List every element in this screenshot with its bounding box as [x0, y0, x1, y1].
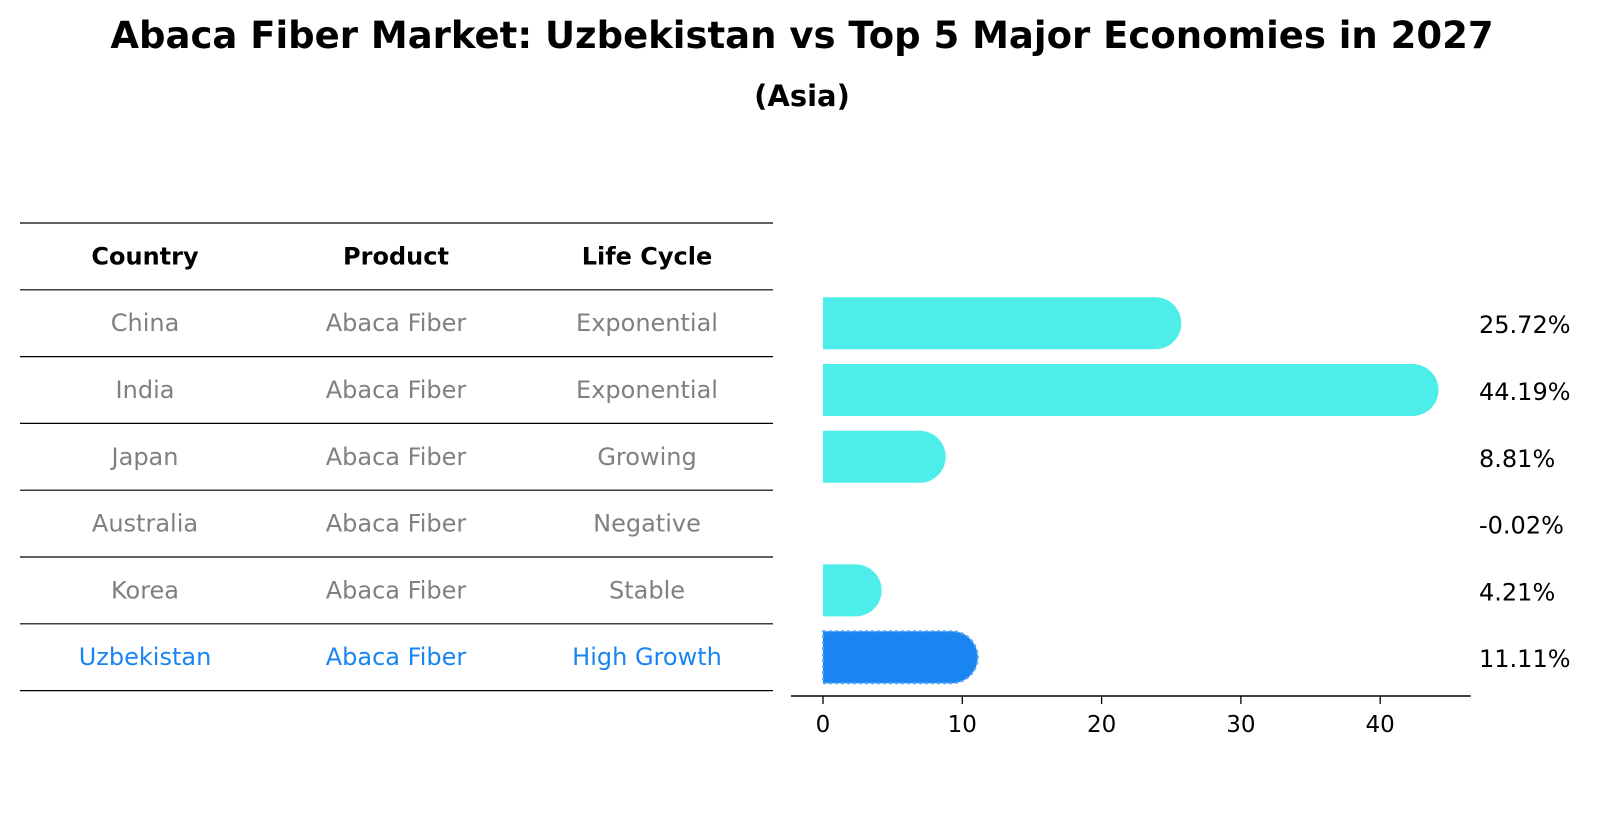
bar — [823, 564, 882, 617]
x-tick-label: 40 — [1366, 712, 1395, 738]
bar-value-label: -0.02% — [1479, 512, 1564, 540]
bar — [823, 297, 1182, 350]
country-header: Country — [91, 242, 199, 270]
country-cell: Japan — [110, 443, 179, 471]
bar-value-label: 11.11% — [1479, 645, 1571, 673]
product-cell: Abaca Fiber — [326, 443, 467, 471]
country-cell: China — [111, 309, 180, 337]
product-cell: Abaca Fiber — [326, 510, 467, 538]
chart-subtitle: (Asia) — [754, 79, 850, 113]
x-tick-label: 0 — [816, 712, 831, 738]
life-cycle-header: Life Cycle — [582, 242, 713, 270]
x-tick-label: 30 — [1226, 712, 1255, 738]
chart-title: Abaca Fiber Market: Uzbekistan vs Top 5 … — [110, 14, 1494, 57]
x-tick-label: 10 — [948, 712, 977, 738]
product-header: Product — [343, 242, 449, 270]
x-tick-label: 20 — [1087, 712, 1116, 738]
bar — [823, 430, 946, 483]
bar — [822, 630, 979, 685]
life-cycle-cell: High Growth — [572, 643, 722, 671]
product-cell: Abaca Fiber — [326, 376, 467, 404]
life-cycle-cell: Growing — [597, 443, 696, 471]
bar-value-label: 4.21% — [1479, 578, 1555, 606]
life-cycle-cell: Exponential — [576, 309, 718, 337]
product-cell: Abaca Fiber — [326, 643, 467, 671]
bar-value-label: 44.19% — [1479, 378, 1571, 406]
bar — [823, 364, 1439, 416]
country-cell: Uzbekistan — [79, 643, 212, 671]
bar-value-label: 8.81% — [1479, 445, 1555, 473]
country-cell: Australia — [92, 510, 198, 538]
product-cell: Abaca Fiber — [326, 309, 467, 337]
product-cell: Abaca Fiber — [326, 576, 467, 604]
country-cell: India — [116, 376, 175, 404]
life-cycle-cell: Stable — [609, 576, 685, 604]
country-cell: Korea — [111, 576, 179, 604]
life-cycle-cell: Exponential — [576, 376, 718, 404]
life-cycle-cell: Negative — [593, 510, 701, 538]
bar-value-label: 25.72% — [1479, 311, 1571, 339]
